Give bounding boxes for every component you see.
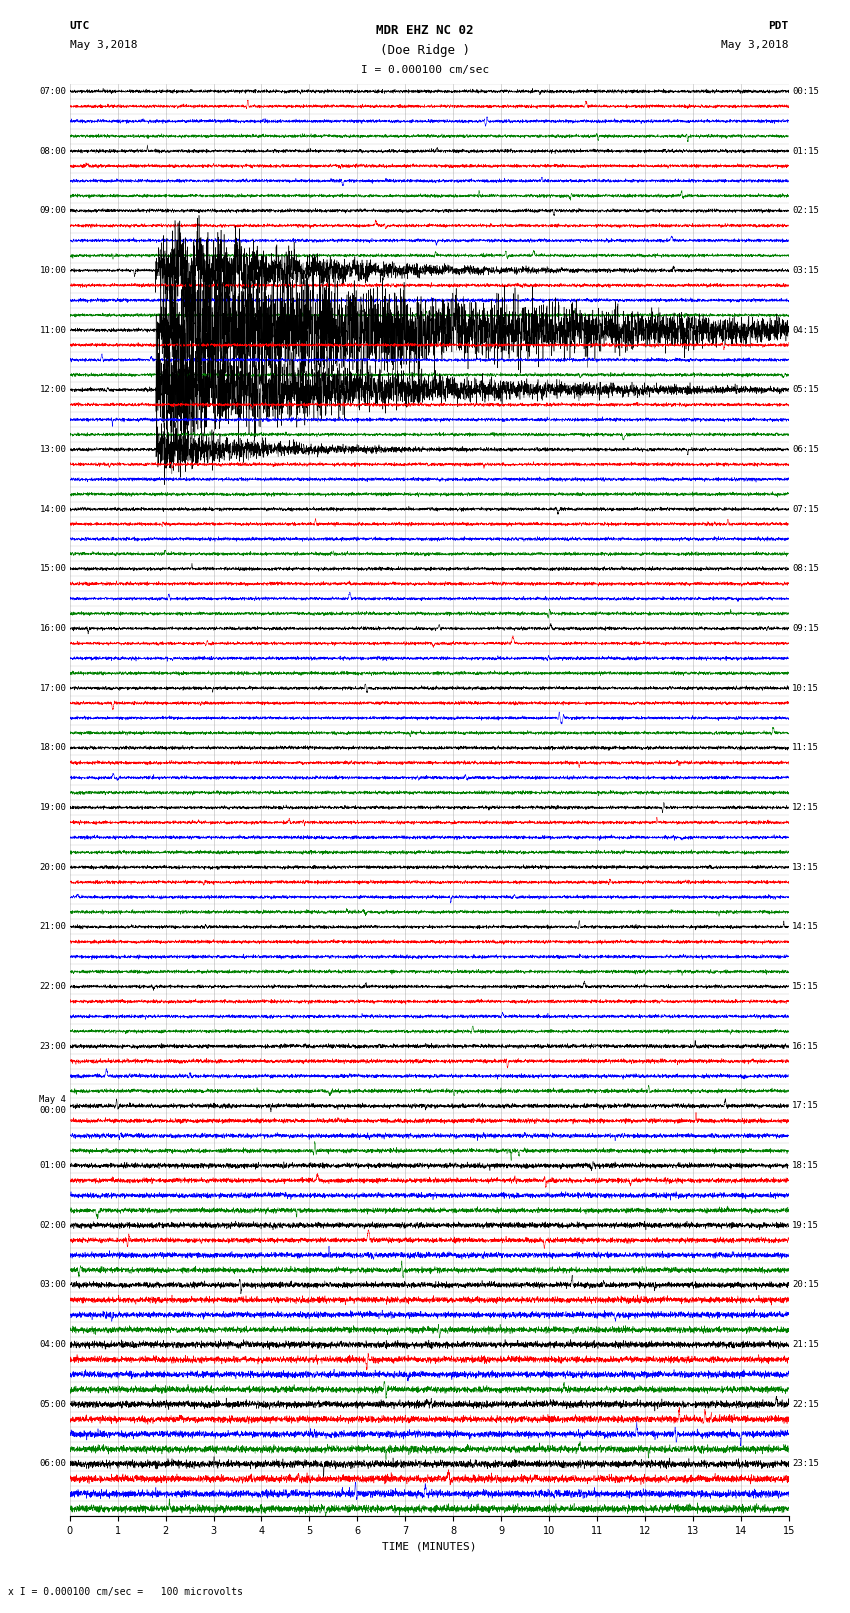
Text: 03:15: 03:15 [792, 266, 819, 274]
Text: 13:00: 13:00 [39, 445, 66, 453]
Text: 07:15: 07:15 [792, 505, 819, 513]
Text: x I = 0.000100 cm/sec =   100 microvolts: x I = 0.000100 cm/sec = 100 microvolts [8, 1587, 243, 1597]
Text: 15:15: 15:15 [792, 982, 819, 990]
Text: 12:15: 12:15 [792, 803, 819, 811]
Text: 14:00: 14:00 [39, 505, 66, 513]
Text: May 3,2018: May 3,2018 [722, 40, 789, 50]
Text: 20:15: 20:15 [792, 1281, 819, 1289]
Text: 08:00: 08:00 [39, 147, 66, 155]
Text: 11:15: 11:15 [792, 744, 819, 752]
Text: May 3,2018: May 3,2018 [70, 40, 137, 50]
Text: 19:15: 19:15 [792, 1221, 819, 1229]
Text: 13:15: 13:15 [792, 863, 819, 871]
Text: 11:00: 11:00 [39, 326, 66, 334]
Text: 21:00: 21:00 [39, 923, 66, 931]
Text: 01:15: 01:15 [792, 147, 819, 155]
X-axis label: TIME (MINUTES): TIME (MINUTES) [382, 1542, 477, 1552]
Text: I = 0.000100 cm/sec: I = 0.000100 cm/sec [361, 65, 489, 74]
Text: 10:00: 10:00 [39, 266, 66, 274]
Text: 03:00: 03:00 [39, 1281, 66, 1289]
Text: 20:00: 20:00 [39, 863, 66, 871]
Text: 09:15: 09:15 [792, 624, 819, 632]
Text: 05:00: 05:00 [39, 1400, 66, 1408]
Text: 08:15: 08:15 [792, 565, 819, 573]
Text: May 4: May 4 [39, 1095, 66, 1103]
Text: 15:00: 15:00 [39, 565, 66, 573]
Text: 22:00: 22:00 [39, 982, 66, 990]
Text: 18:00: 18:00 [39, 744, 66, 752]
Text: 02:00: 02:00 [39, 1221, 66, 1229]
Text: 16:00: 16:00 [39, 624, 66, 632]
Text: 09:00: 09:00 [39, 206, 66, 215]
Text: 23:15: 23:15 [792, 1460, 819, 1468]
Text: 12:00: 12:00 [39, 386, 66, 394]
Text: 18:15: 18:15 [792, 1161, 819, 1169]
Text: 14:15: 14:15 [792, 923, 819, 931]
Text: 17:00: 17:00 [39, 684, 66, 692]
Text: 00:00: 00:00 [39, 1107, 66, 1115]
Text: (Doe Ridge ): (Doe Ridge ) [380, 44, 470, 56]
Text: 22:15: 22:15 [792, 1400, 819, 1408]
Text: 05:15: 05:15 [792, 386, 819, 394]
Text: 19:00: 19:00 [39, 803, 66, 811]
Text: 23:00: 23:00 [39, 1042, 66, 1050]
Text: 06:15: 06:15 [792, 445, 819, 453]
Text: 01:00: 01:00 [39, 1161, 66, 1169]
Text: 16:15: 16:15 [792, 1042, 819, 1050]
Text: UTC: UTC [70, 21, 90, 31]
Text: 04:00: 04:00 [39, 1340, 66, 1348]
Text: 10:15: 10:15 [792, 684, 819, 692]
Text: 06:00: 06:00 [39, 1460, 66, 1468]
Text: 07:00: 07:00 [39, 87, 66, 95]
Text: 02:15: 02:15 [792, 206, 819, 215]
Text: 17:15: 17:15 [792, 1102, 819, 1110]
Text: 04:15: 04:15 [792, 326, 819, 334]
Text: MDR EHZ NC 02: MDR EHZ NC 02 [377, 24, 473, 37]
Text: 21:15: 21:15 [792, 1340, 819, 1348]
Text: PDT: PDT [768, 21, 789, 31]
Text: 00:15: 00:15 [792, 87, 819, 95]
